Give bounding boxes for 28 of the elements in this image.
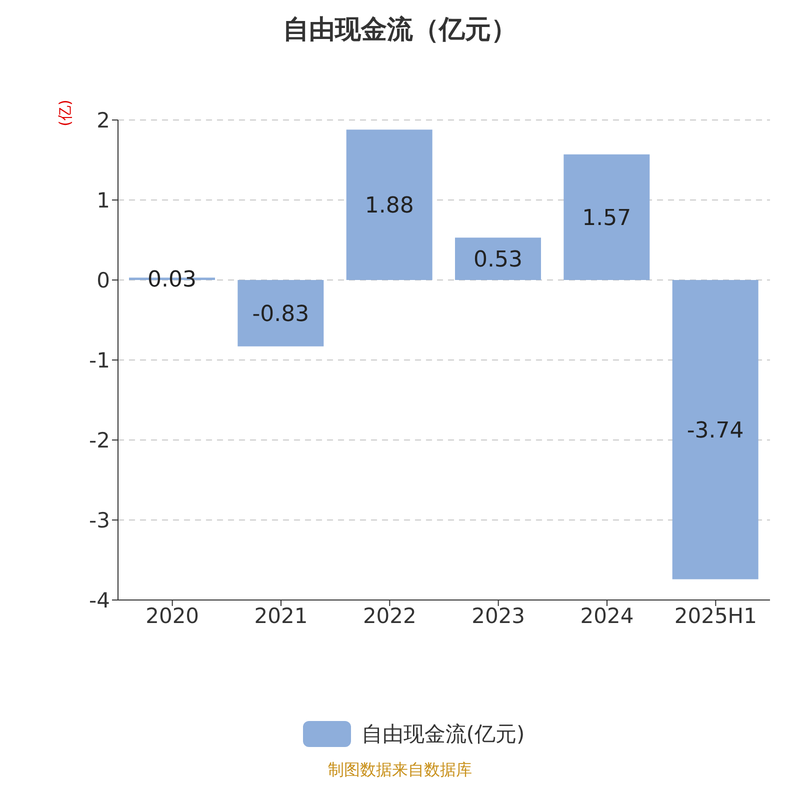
bar [455,238,541,280]
y-tick-label: 2 [96,108,110,132]
legend-label: 自由现金流(亿元) [361,721,525,748]
x-tick-label: 2022 [362,604,416,628]
x-tick-label: 2020 [146,604,200,628]
data-label: 0.03 [148,268,196,293]
x-tick-label: 2024 [580,604,634,628]
bar [672,280,758,580]
data-label: -0.83 [252,302,310,328]
chart-title: 自由现金流（亿元） [282,14,518,47]
bar [346,130,432,280]
data-label: 1.88 [364,194,414,219]
y-tick-label: -4 [89,588,110,612]
y-tick-label: 1 [96,188,110,212]
data-label: -3.74 [686,418,744,444]
x-tick-label: 2023 [472,604,526,628]
y-tick-label: -3 [89,508,110,532]
data-label: 0.53 [474,248,522,273]
bar [238,280,324,346]
y-tick-label: 0 [96,268,110,292]
y-tick-label: -1 [89,348,110,372]
x-tick-label: 2021 [254,604,308,628]
data-label: 1.57 [582,206,632,232]
text: 制图数据来自数据库 [327,760,473,781]
y-axis-title: (亿) [56,100,74,126]
y-tick-label: -2 [89,428,110,452]
x-tick-label: 2025H1 [674,604,757,628]
bar [564,154,650,280]
